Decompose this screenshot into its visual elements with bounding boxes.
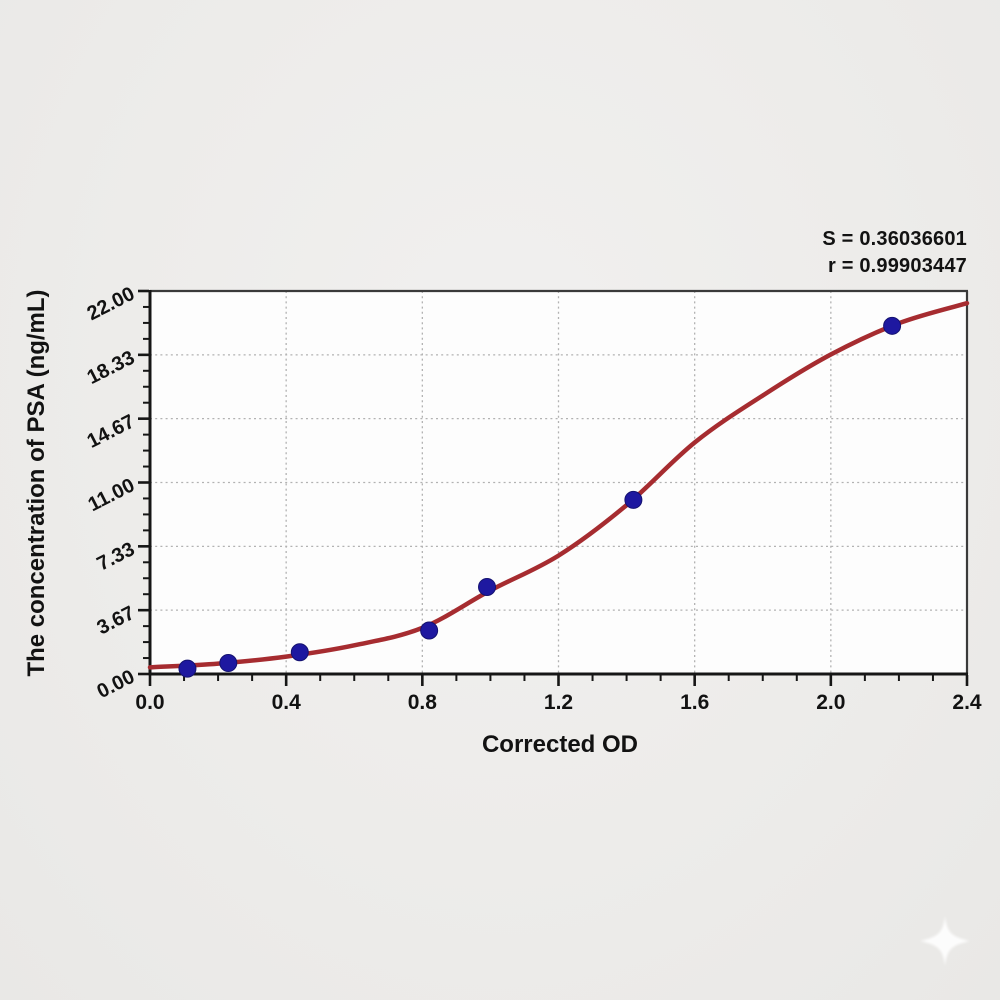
data-point <box>219 654 238 673</box>
y-tick-label: 7.33 <box>94 538 139 575</box>
data-point <box>178 659 197 678</box>
sparkle-star-shape <box>920 916 970 966</box>
y-tick-label: 14.67 <box>84 411 139 453</box>
data-point <box>420 621 439 640</box>
x-tick-label: 1.2 <box>544 691 573 714</box>
fitted-curve <box>147 300 970 670</box>
y-axis-title: The concentration of PSA (ng/mL) <box>23 289 50 677</box>
x-tick-label: 0.4 <box>272 691 302 714</box>
y-tick-label: 22.00 <box>84 283 139 325</box>
fit-r-value: r = 0.99903447 <box>827 255 967 277</box>
x-tick-label: 2.0 <box>816 691 845 714</box>
y-tick-label: 18.33 <box>84 347 139 389</box>
fit-s-value: S = 0.36036601 <box>822 228 967 250</box>
data-point <box>478 577 497 596</box>
data-point <box>624 490 643 509</box>
y-tick-label: 11.00 <box>85 474 139 516</box>
data-point <box>290 643 309 662</box>
x-axis-title: Corrected OD <box>481 731 639 758</box>
x-tick-label: 2.4 <box>952 691 982 714</box>
sparkle-watermark-icon <box>920 916 970 966</box>
x-tick-label: 0.0 <box>135 691 164 714</box>
x-tick-label: 0.8 <box>408 691 438 714</box>
fit-statistics: S = 0.36036601 r = 0.99903447 <box>822 226 967 280</box>
data-point <box>883 316 902 335</box>
x-tick-label: 1.6 <box>680 691 709 714</box>
y-tick-label: 3.67 <box>94 602 139 639</box>
y-tick-label: 0.00 <box>94 666 139 703</box>
